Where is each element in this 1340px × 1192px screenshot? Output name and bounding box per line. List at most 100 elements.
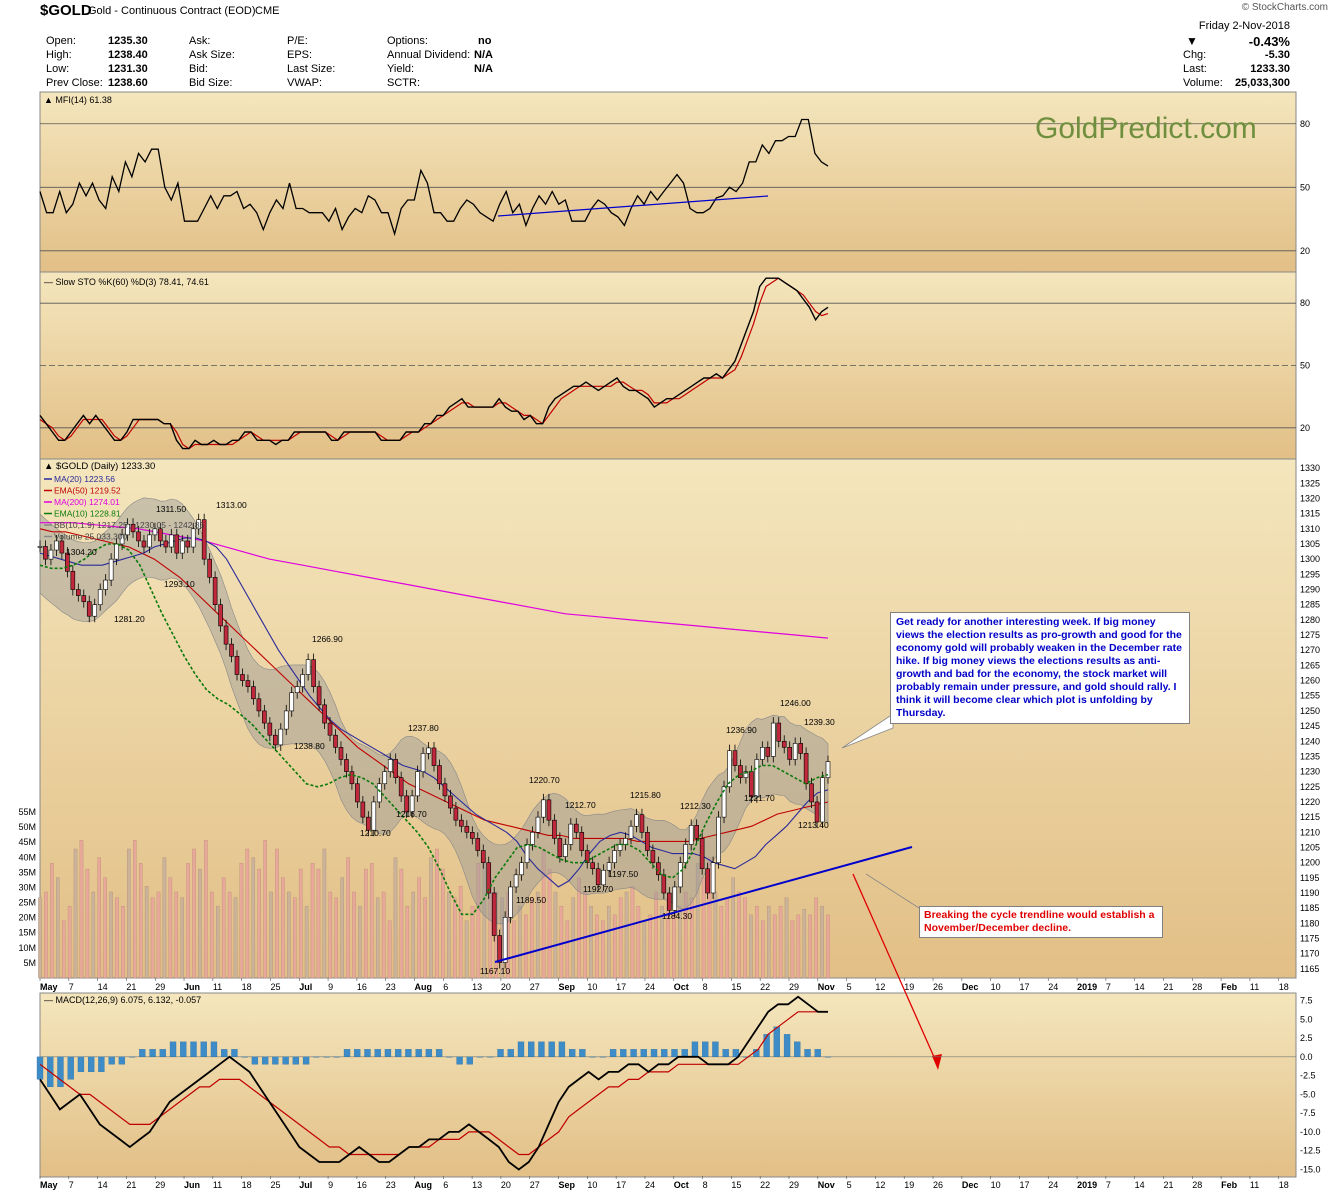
price-tick-label: 1330 <box>1300 463 1320 473</box>
candle-body <box>677 862 683 888</box>
macd-histogram-bar <box>507 1049 514 1057</box>
candle-body <box>721 786 727 818</box>
price-tick-label: 1225 <box>1300 782 1320 792</box>
bid-size-label: Bid Size: <box>189 77 233 89</box>
volume-bar <box>458 886 463 979</box>
x-axis-label: 15 <box>731 982 741 992</box>
price-tick-label: 1310 <box>1300 524 1320 534</box>
candle-body <box>743 771 749 778</box>
volume-bar <box>121 906 125 979</box>
macd-histogram-bar <box>681 1049 688 1057</box>
x-axis-label: 23 <box>386 1180 396 1190</box>
volume-bar <box>435 848 439 979</box>
candle-body <box>327 722 333 736</box>
volume-bar <box>79 840 84 979</box>
candle-body <box>185 540 191 548</box>
volume-bar <box>612 914 617 979</box>
price-label: 1246.00 <box>780 698 811 708</box>
x-axis-label: Nov <box>818 1180 835 1190</box>
price-title: ▲ $GOLD (Daily) 1233.30 <box>44 461 155 472</box>
candle-body <box>130 523 136 533</box>
x-axis-label: 16 <box>357 1180 367 1190</box>
sto-tick-label: 20 <box>1300 423 1310 433</box>
volume-bar <box>156 891 161 979</box>
volume-bar <box>346 857 350 979</box>
volume-bar <box>820 906 824 979</box>
x-axis-label: 21 <box>1163 1180 1173 1190</box>
candle-body <box>606 862 612 871</box>
x-axis-label: 5 <box>847 1180 852 1190</box>
x-axis-label: 24 <box>1048 1180 1058 1190</box>
macd-histogram-bar <box>579 1049 586 1057</box>
volume-bar <box>293 897 297 979</box>
x-axis-label: 6 <box>443 982 448 992</box>
ask-label: Ask: <box>189 35 211 47</box>
candle-body <box>300 674 305 687</box>
candle-body <box>409 795 415 813</box>
price-tick-label: 1170 <box>1300 949 1319 959</box>
macd-histogram-bar <box>313 1056 320 1058</box>
volume-bar <box>381 891 386 979</box>
volume-bar <box>56 877 60 979</box>
candle-body <box>349 771 355 785</box>
macd-histogram-bar <box>323 1056 330 1058</box>
x-axis-label: 20 <box>501 1180 511 1190</box>
candle-body <box>37 546 43 548</box>
x-axis-label: 21 <box>126 982 136 992</box>
macd-histogram-bar <box>589 1056 596 1058</box>
volume-bar <box>476 863 481 979</box>
macd-histogram-bar <box>241 1056 248 1058</box>
x-axis-label: Dec <box>962 982 979 992</box>
price-tick-label: 1210 <box>1300 827 1320 837</box>
volume-bar <box>772 914 777 979</box>
volume-bar <box>227 891 232 979</box>
price-label: 1221.70 <box>744 793 775 803</box>
candle-body <box>54 540 59 551</box>
volume-tick-label: 25M <box>18 898 36 908</box>
volume-bar <box>624 891 629 979</box>
candle-body <box>754 759 760 798</box>
volume-bar <box>547 868 552 979</box>
bid-label: Bid: <box>189 63 208 75</box>
candle-body <box>240 674 245 681</box>
x-axis-label: 23 <box>386 982 396 992</box>
candle-body <box>420 753 426 772</box>
macd-histogram-bar <box>333 1056 340 1058</box>
price-tick-label: 1240 <box>1300 736 1320 746</box>
volume-bar <box>423 897 427 979</box>
x-axis-label: 21 <box>1163 982 1173 992</box>
volume-bar <box>115 897 119 979</box>
x-axis-label: Jul <box>299 982 312 992</box>
volume-bar <box>233 897 238 979</box>
macd-histogram-bar <box>538 1041 545 1057</box>
macd-histogram-bar <box>354 1049 361 1057</box>
volume-bar <box>352 891 356 979</box>
volume-bar <box>589 906 593 979</box>
volume-bar <box>719 906 724 979</box>
volume-bar <box>429 857 433 979</box>
price-label: 1266.90 <box>312 634 343 644</box>
macd-histogram-bar <box>128 1056 136 1058</box>
volume-bar <box>251 857 256 979</box>
x-axis-label: 18 <box>242 1180 252 1190</box>
volume-bar <box>814 897 818 979</box>
x-axis-label: 15 <box>731 1180 741 1190</box>
x-axis-label: 18 <box>242 982 252 992</box>
candle-body <box>190 528 196 548</box>
candle-body <box>251 686 256 700</box>
macd-histogram-bar <box>415 1049 422 1057</box>
candle-body <box>196 519 201 530</box>
volume-tick-label: 30M <box>18 882 36 892</box>
x-axis-label: Aug <box>414 982 432 992</box>
x-axis-label: Jul <box>299 1180 312 1190</box>
volume-bar <box>695 863 700 979</box>
price-label: 1238.80 <box>294 741 325 751</box>
macd-line <box>39 995 828 1171</box>
volume-bar <box>263 840 267 979</box>
x-axis-label: 18 <box>1279 1180 1289 1190</box>
candle-body <box>781 740 787 748</box>
x-axis-label: 2019 <box>1077 1180 1097 1190</box>
volume-bar <box>707 857 712 979</box>
volume-bar <box>364 868 368 979</box>
candle-body <box>661 874 667 894</box>
